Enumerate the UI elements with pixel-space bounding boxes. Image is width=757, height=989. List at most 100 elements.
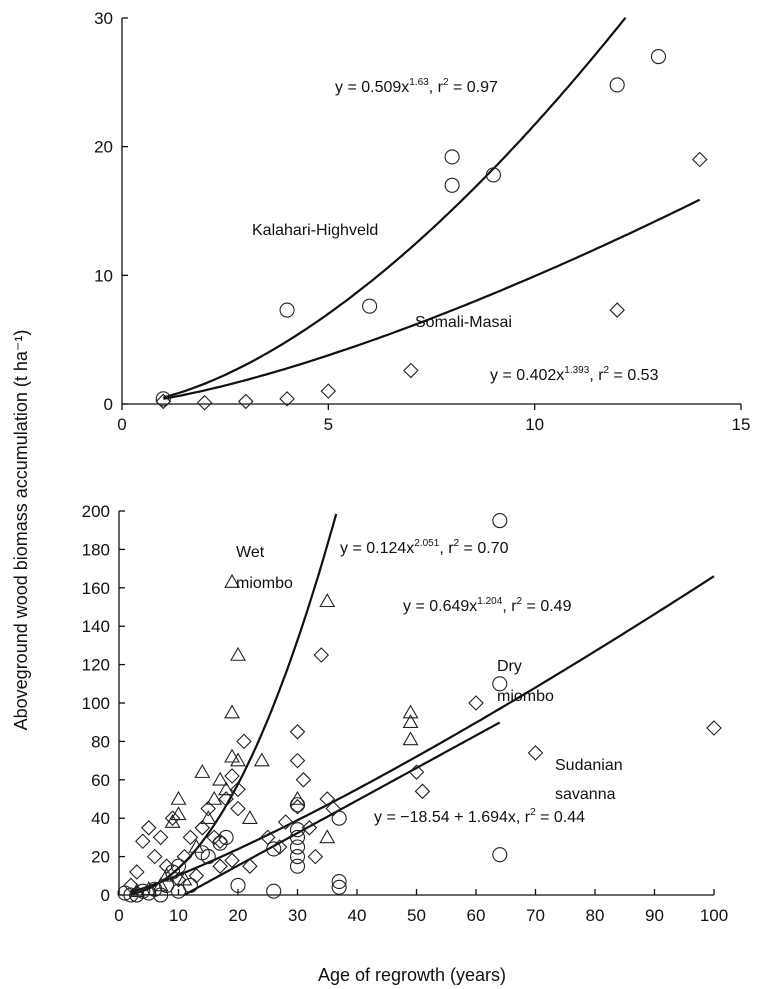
bottom-point-dry-miombo (224, 768, 240, 784)
bottom-point-dry-miombo (271, 839, 288, 855)
top-point-somali-masai (196, 394, 213, 411)
bottom-point-sudanian-savanna (289, 829, 306, 845)
bottom-point-dry-miombo (289, 798, 306, 815)
bottom-series-label-line: miombo (236, 575, 293, 592)
bottom-point-wet-miombo (402, 731, 419, 746)
bottom-point-dry-miombo (194, 820, 211, 836)
bottom-point-wet-miombo (200, 810, 217, 825)
bottom-series-label-line: Wet (236, 544, 265, 561)
top-point-kalahari-highveld (155, 391, 171, 407)
bottom-point-wet-miombo (224, 704, 240, 719)
bottom-point-sudanian-savanna (117, 885, 133, 901)
bottom-point-dry-miombo (289, 724, 306, 740)
bottom-y-tick-label: 180 (82, 540, 110, 559)
bottom-y-tick-label: 200 (82, 502, 110, 521)
bottom-fit-line-dry-miombo (130, 575, 715, 894)
bottom-point-sudanian-savanna (289, 849, 306, 865)
equation-part: , r (589, 367, 604, 384)
bottom-point-wet-miombo (319, 593, 336, 608)
bottom-x-tick-label: 20 (229, 906, 248, 925)
equation-part: y = −18.54 + 1.694x, r (374, 809, 531, 826)
bottom-point-wet-miombo (158, 867, 175, 882)
top-point-kalahari-highveld (444, 149, 460, 165)
y-axis-title: Aboveground wood biomass accumulation (t… (11, 330, 31, 731)
bottom-x-tick-label: 50 (407, 906, 426, 925)
bottom-series-label-line: savanna (555, 786, 616, 803)
top-x-tick-label: 10 (525, 415, 544, 434)
top-y-tick-label: 20 (94, 138, 113, 157)
bottom-point-sudanian-savanna (170, 883, 187, 899)
bottom-point-dry-miombo (170, 871, 187, 888)
equation-r2-exponent: 2 (530, 807, 536, 818)
equation-r2-value: = 0.49 (522, 598, 571, 615)
bottom-x-tick-label: 0 (114, 906, 123, 925)
bottom-point-sudanian-savanna (289, 797, 306, 813)
equation-r2-value: = 0.53 (609, 367, 658, 384)
top-equation-kalahari-highveld: y = 0.509x1.63, r2 = 0.97 (335, 77, 498, 96)
bottom-point-wet-miombo (206, 790, 223, 805)
bottom-fit-line-sudanian-savanna (183, 721, 501, 896)
bottom-point-sudanian-savanna (331, 810, 347, 826)
equation-part: y = 0.402x (490, 367, 564, 384)
bottom-point-dry-miombo (277, 814, 294, 830)
bottom-point-dry-miombo (218, 791, 234, 807)
bottom-point-sudanian-savanna (492, 847, 508, 863)
bottom-point-sudanian-savanna (289, 822, 306, 838)
bottom-point-dry-miombo (706, 720, 722, 736)
bottom-point-sudanian-savanna (266, 841, 282, 857)
bottom-y-tick-label: 140 (82, 617, 110, 636)
bottom-x-tick-label: 10 (169, 906, 188, 925)
equation-part: , r (429, 79, 444, 96)
equation-part: y = 0.649x (403, 598, 477, 615)
equation-r2-value: = 0.70 (459, 540, 508, 557)
bottom-point-sudanian-savanna (159, 877, 175, 893)
bottom-point-wet-miombo (152, 877, 169, 892)
equation-exponent: 2.051 (414, 538, 439, 549)
equation-exponent: 1.204 (477, 596, 502, 607)
top-fit-line-kalahari-highveld (162, 17, 627, 399)
bottom-point-wet-miombo (230, 646, 246, 661)
bottom-point-sudanian-savanna (182, 877, 198, 893)
bottom-point-dry-miombo (230, 781, 246, 798)
bottom-x-tick-label: 30 (288, 906, 307, 925)
top-point-kalahari-highveld (362, 298, 378, 314)
bottom-point-dry-miombo (129, 864, 145, 880)
bottom-x-tick-label: 70 (526, 906, 545, 925)
equation-r2-exponent: 2 (443, 77, 449, 88)
top-point-somali-masai (320, 383, 337, 399)
bottom-point-dry-miombo (307, 848, 324, 865)
bottom-point-dry-miombo (295, 772, 312, 788)
bottom-x-tick-label: 90 (645, 906, 664, 925)
equation-part: , r (439, 540, 454, 557)
bottom-point-dry-miombo (319, 791, 336, 807)
bottom-point-dry-miombo (414, 783, 431, 800)
bottom-point-dry-miombo (158, 858, 175, 874)
bottom-point-sudanian-savanna (147, 881, 163, 897)
bottom-point-dry-miombo (212, 858, 228, 874)
top-equation-somali-masai: y = 0.402x1.393, r2 = 0.53 (490, 365, 659, 384)
bottom-point-sudanian-savanna (492, 513, 508, 529)
bottom-y-tick-label: 60 (91, 771, 110, 790)
bottom-y-tick-label: 100 (82, 694, 110, 713)
bottom-point-wet-miombo (224, 573, 240, 588)
top-point-kalahari-highveld (650, 49, 667, 65)
bottom-y-tick-label: 0 (101, 886, 110, 905)
bottom-y-tick-label: 120 (82, 656, 110, 675)
bottom-point-dry-miombo (164, 810, 181, 826)
bottom-x-tick-label: 80 (586, 906, 605, 925)
bottom-y-tick-label: 40 (91, 809, 110, 828)
x-axis-title-bottom: Age of regrowth (years) (318, 965, 506, 985)
bottom-point-sudanian-savanna (492, 676, 508, 692)
equation-part: y = 0.509x (335, 79, 409, 96)
bottom-equation-wet-miombo: y = 0.124x2.051, r2 = 0.70 (340, 538, 509, 557)
bottom-series-label-line: miombo (497, 688, 554, 705)
bottom-point-dry-miombo (182, 829, 199, 846)
top-point-kalahari-highveld (279, 302, 295, 318)
bottom-point-sudanian-savanna (218, 829, 234, 845)
top-series-label-somali-masai: Somali-Masai (415, 314, 512, 331)
bottom-x-tick-label: 100 (700, 906, 728, 925)
bottom-series-label-line: Dry (497, 658, 522, 675)
bottom-point-dry-miombo (230, 800, 246, 817)
equation-r2-value: = 0.44 (536, 809, 585, 826)
